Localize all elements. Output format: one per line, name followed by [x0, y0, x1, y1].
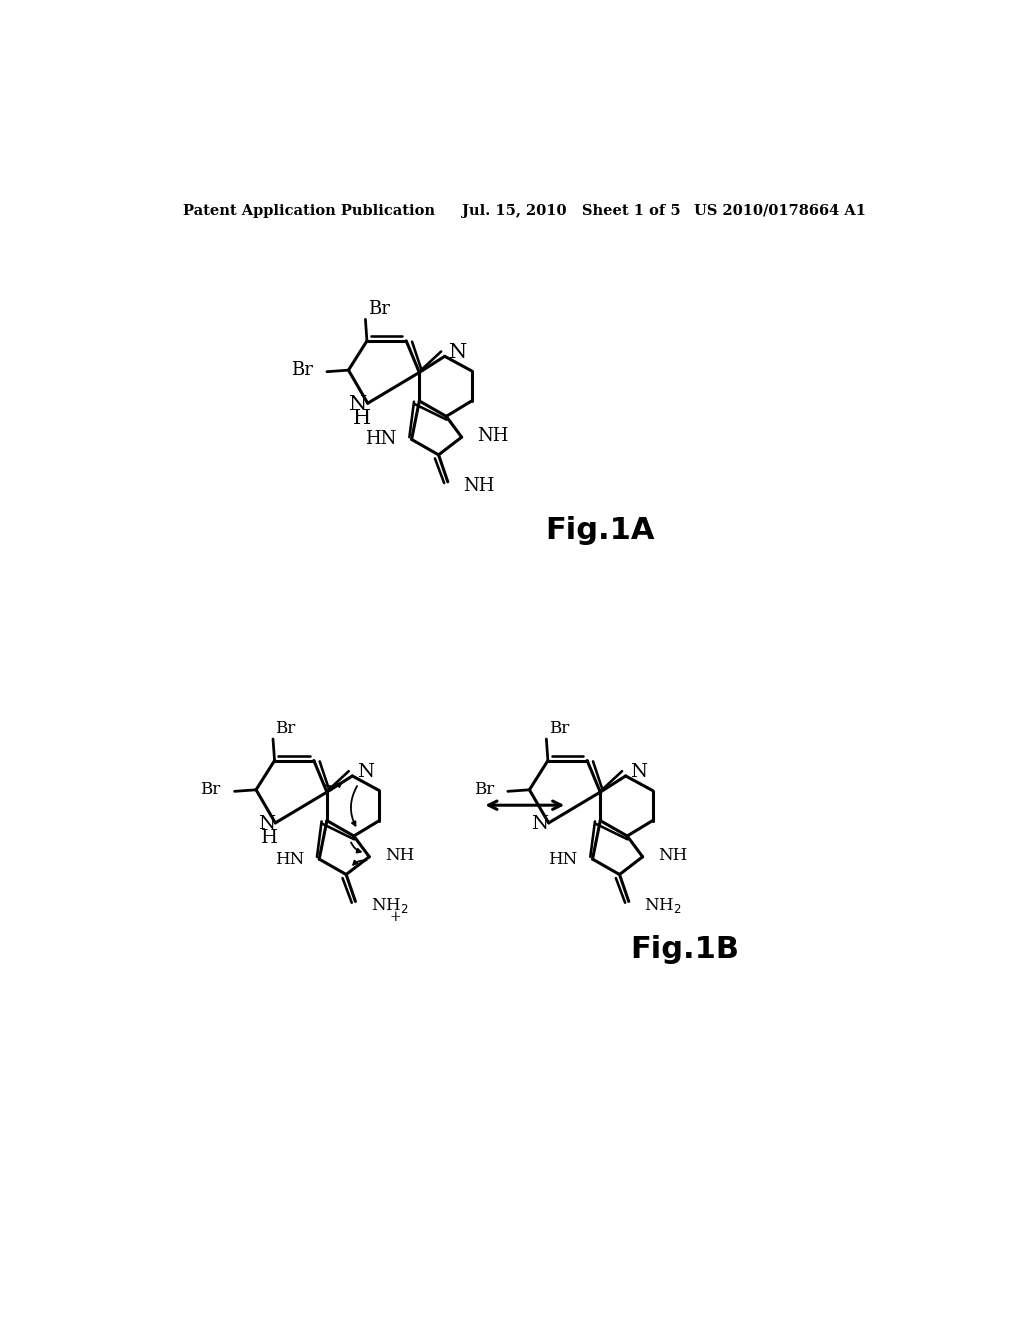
Text: HN: HN — [365, 430, 396, 449]
Text: NH: NH — [477, 426, 509, 445]
Text: NH$_2$: NH$_2$ — [371, 896, 409, 915]
Text: H: H — [261, 829, 278, 847]
Text: Fig.1B: Fig.1B — [631, 936, 739, 965]
Text: N: N — [357, 763, 374, 781]
Text: NH$_2$: NH$_2$ — [644, 896, 682, 915]
Text: NH: NH — [463, 477, 495, 495]
Text: NH: NH — [658, 846, 687, 863]
Text: US 2010/0178664 A1: US 2010/0178664 A1 — [694, 203, 866, 218]
Text: Br: Br — [368, 301, 389, 318]
Text: N: N — [450, 343, 468, 362]
Text: Br: Br — [275, 721, 296, 738]
Text: Br: Br — [291, 362, 313, 379]
Text: HN: HN — [274, 850, 304, 867]
Text: N: N — [530, 816, 548, 833]
Text: Patent Application Publication: Patent Application Publication — [183, 203, 435, 218]
Text: Br: Br — [201, 781, 220, 799]
Text: Jul. 15, 2010   Sheet 1 of 5: Jul. 15, 2010 Sheet 1 of 5 — [462, 203, 680, 218]
Text: NH: NH — [385, 846, 414, 863]
Text: N: N — [349, 395, 368, 414]
Text: Br: Br — [549, 721, 569, 738]
Text: H: H — [352, 409, 371, 428]
Text: N: N — [258, 816, 274, 833]
Text: Br: Br — [474, 781, 494, 799]
Text: +: + — [389, 909, 401, 924]
Text: Fig.1A: Fig.1A — [546, 516, 655, 545]
Text: HN: HN — [548, 850, 578, 867]
Text: N: N — [631, 763, 647, 781]
